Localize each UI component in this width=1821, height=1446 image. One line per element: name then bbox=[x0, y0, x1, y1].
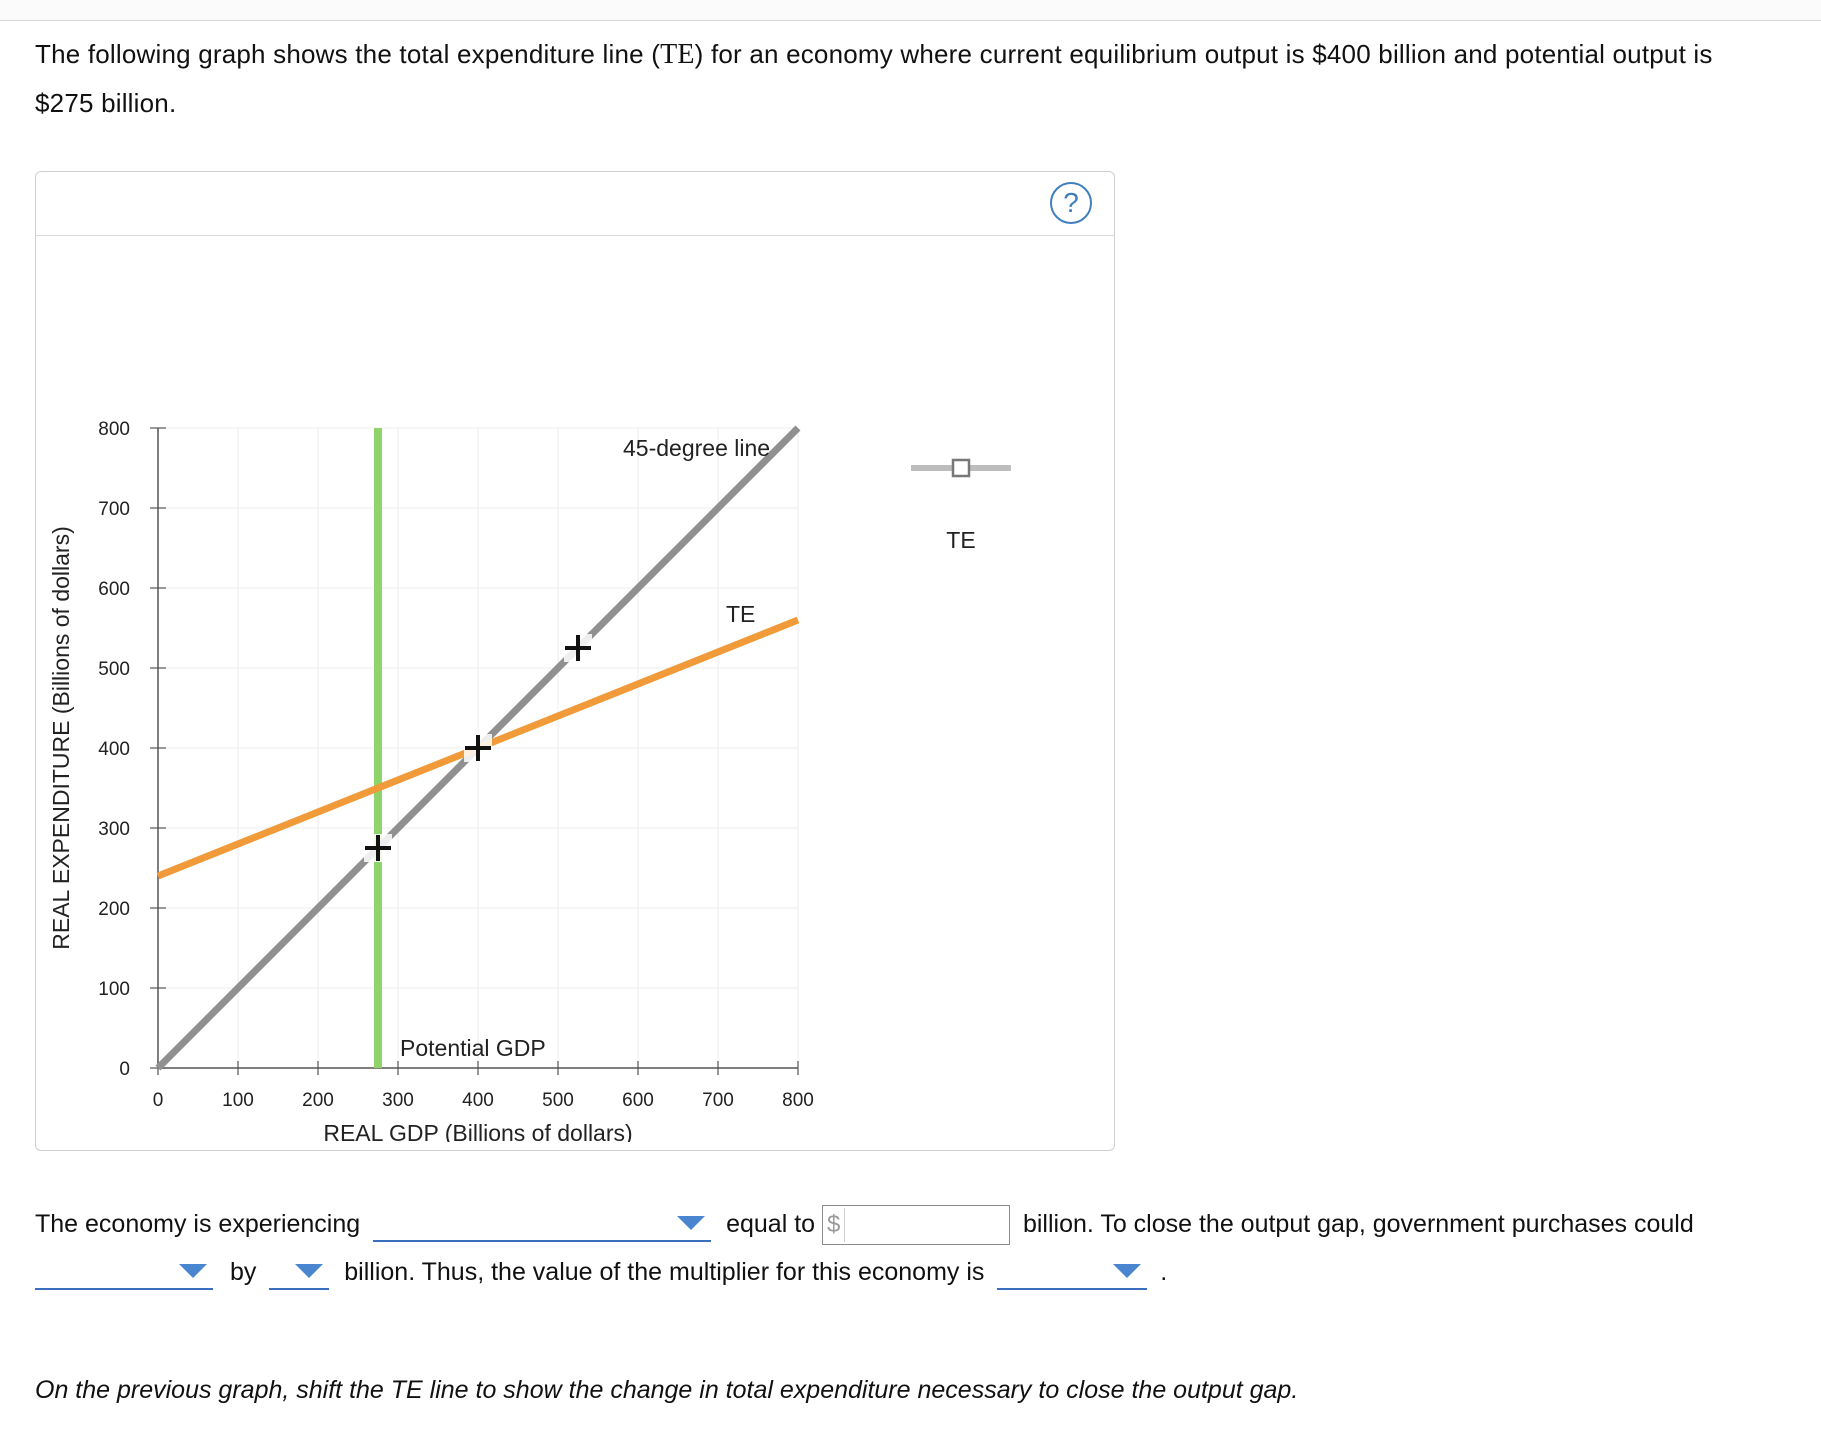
x-tick-label: 100 bbox=[222, 1090, 254, 1111]
x-axis-label: REAL GDP (Billions of dollars) bbox=[323, 1120, 632, 1142]
y-tick-label: 0 bbox=[119, 1059, 130, 1080]
question-text-2: equal to bbox=[726, 1210, 816, 1238]
potential-gdp-label: Potential GDP bbox=[400, 1035, 546, 1061]
markers-layer bbox=[364, 634, 592, 862]
x-tick-label: 500 bbox=[542, 1090, 574, 1111]
y-tick-label: 500 bbox=[98, 659, 130, 680]
question-text-5: billion. Thus, the value of the multipli… bbox=[344, 1258, 985, 1286]
legend-te-label: TE bbox=[946, 527, 975, 553]
x-tick-label: 700 bbox=[702, 1090, 734, 1111]
question-block: The economy is experiencing equal to $ b… bbox=[35, 1200, 1805, 1296]
question-text-6: . bbox=[1160, 1258, 1168, 1286]
purchase-direction-dropdown[interactable] bbox=[35, 1256, 213, 1291]
x-tick-label: 800 bbox=[782, 1090, 814, 1111]
purchase-amount-dropdown[interactable] bbox=[269, 1256, 330, 1291]
help-icon[interactable]: ? bbox=[1050, 182, 1092, 224]
x-tick-label: 600 bbox=[622, 1090, 654, 1111]
intro-part2: ) for an economy where current equilibri… bbox=[694, 39, 1713, 69]
x-tick-label: 300 bbox=[382, 1090, 414, 1111]
intro-text: The following graph shows the total expe… bbox=[35, 30, 1805, 127]
question-text-3: billion. To close the output gap, govern… bbox=[1022, 1210, 1694, 1238]
intro-part1: The following graph shows the total expe… bbox=[35, 39, 661, 69]
x-tick-label: 200 bbox=[302, 1090, 334, 1111]
te-curve-label: TE bbox=[726, 601, 755, 627]
x-tick-label: 400 bbox=[462, 1090, 494, 1111]
labels-layer: Potential GDP 45-degree line TE bbox=[400, 435, 770, 1061]
chevron-down-icon bbox=[179, 1264, 207, 1279]
question-text-4: by bbox=[229, 1258, 257, 1286]
question-line-1: The economy is experiencing equal to $ b… bbox=[35, 1200, 1805, 1248]
x-tick-label: 0 bbox=[153, 1090, 164, 1111]
y-tick-label: 400 bbox=[98, 739, 130, 760]
legend-layer: TE bbox=[911, 458, 1011, 553]
intro-te-symbol: TE bbox=[660, 39, 695, 70]
graph-panel: ? 0 100 200 300 400 500 600 700 800 0 100 200 300 400… bbox=[35, 171, 1115, 1151]
chevron-down-icon bbox=[677, 1216, 706, 1231]
dollar-sign: $ bbox=[827, 1208, 846, 1243]
y-tick-label: 700 bbox=[98, 499, 130, 520]
y-axis-label: REAL EXPENDITURE (Billions of dollars) bbox=[48, 526, 74, 950]
legend-te-handle-icon bbox=[951, 458, 971, 478]
y-tick-label: 300 bbox=[98, 819, 130, 840]
y-tick-label: 100 bbox=[98, 979, 130, 1000]
intro-line2: $275 billion. bbox=[35, 88, 177, 118]
question-text-1: The economy is experiencing bbox=[35, 1210, 361, 1238]
forty-five-degree-label: 45-degree line bbox=[623, 435, 770, 461]
y-tick-label: 200 bbox=[98, 899, 130, 920]
instruction-text: On the previous graph, shift the TE line… bbox=[35, 1376, 1299, 1404]
chart-grid bbox=[158, 427, 799, 1068]
graph-panel-header: ? bbox=[36, 172, 1114, 236]
chart-axes: 0 100 200 300 400 500 600 700 800 0 100 200 300 400 50… bbox=[48, 419, 814, 1142]
y-tick-label: 800 bbox=[98, 419, 130, 440]
y-tick-label: 600 bbox=[98, 579, 130, 600]
gap-amount-input[interactable]: $ bbox=[822, 1205, 1010, 1246]
multiplier-dropdown[interactable] bbox=[997, 1256, 1148, 1291]
gap-type-dropdown[interactable] bbox=[373, 1208, 712, 1243]
chevron-down-icon bbox=[295, 1264, 324, 1279]
expenditure-chart[interactable]: 0 100 200 300 400 500 600 700 800 0 100 200 300 400 50… bbox=[36, 242, 1114, 1142]
chevron-down-icon bbox=[1113, 1264, 1142, 1279]
question-line-2: by billion. Thus, the value of the multi… bbox=[35, 1248, 1805, 1296]
top-divider bbox=[0, 0, 1821, 21]
